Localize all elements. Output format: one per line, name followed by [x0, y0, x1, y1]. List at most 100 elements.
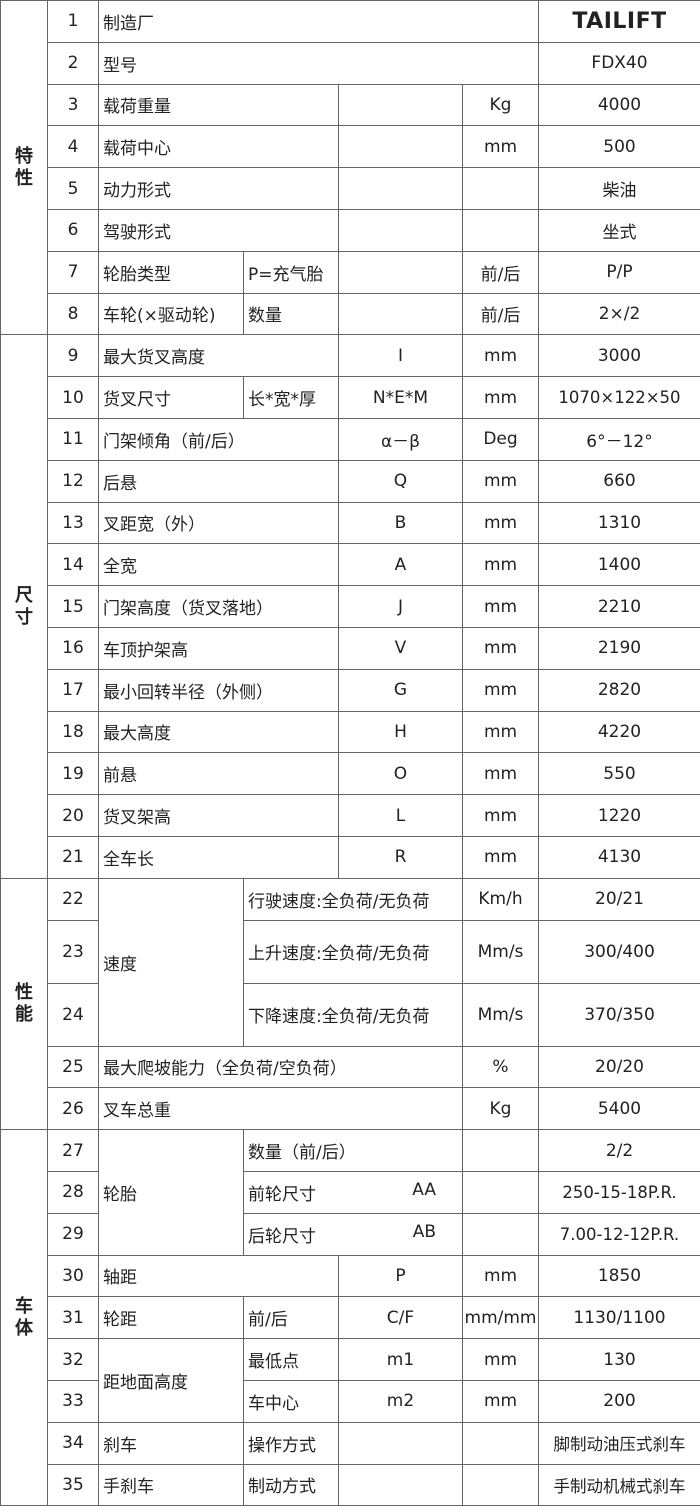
cell [463, 1171, 539, 1213]
cell: mm [463, 627, 539, 669]
cell: Mm/s [463, 920, 539, 983]
cell: 24 [48, 983, 99, 1046]
group-label: 尺寸 [14, 585, 34, 629]
cell: 3 [48, 84, 99, 126]
cell: mm [463, 836, 539, 878]
cell: P [339, 1255, 463, 1297]
cell: J [339, 586, 463, 628]
cell: 操作方式 [244, 1422, 339, 1464]
cell: mm [463, 1339, 539, 1381]
cell: 370/350 [539, 983, 700, 1046]
cell: 前/后 [244, 1297, 339, 1339]
cell: 载荷重量 [99, 84, 339, 126]
cell: mm [463, 460, 539, 502]
cell: 2190 [539, 627, 700, 669]
cell: 250-15-18P.R. [539, 1171, 700, 1213]
cell: 17 [48, 669, 99, 711]
cell: 6 [48, 209, 99, 251]
cell-text: 后轮尺寸 [248, 1222, 316, 1247]
cell: 5400 [539, 1088, 700, 1130]
cell: 18 [48, 711, 99, 753]
cell: P/P [539, 251, 700, 293]
cell-text: AB [413, 1222, 436, 1247]
cell: 34 [48, 1422, 99, 1464]
cell: mm [463, 126, 539, 168]
cell [463, 1213, 539, 1255]
cell: 660 [539, 460, 700, 502]
cell: Q [339, 460, 463, 502]
cell: 轴距 [99, 1255, 339, 1297]
group-cell: 性能 [1, 878, 48, 1129]
cell: mm [463, 502, 539, 544]
cell: Kg [463, 1088, 539, 1130]
cell: 30 [48, 1255, 99, 1297]
cell: 13 [48, 502, 99, 544]
cell [339, 126, 463, 168]
cell: N*E*M [339, 377, 463, 419]
cell: 后悬 [99, 460, 339, 502]
cell: 速度 [99, 878, 244, 1046]
cell: 200 [539, 1380, 700, 1422]
cell: 12 [48, 460, 99, 502]
cell: 3000 [539, 335, 700, 377]
cell: 刹车 [99, 1422, 244, 1464]
cell: 前/后 [463, 251, 539, 293]
cell: 2820 [539, 669, 700, 711]
cell: TAILIFT [539, 1, 700, 43]
cell: 27 [48, 1130, 99, 1172]
cell: 31 [48, 1297, 99, 1339]
group-label: 特性 [14, 146, 34, 190]
cell: V [339, 627, 463, 669]
cell: 25 [48, 1046, 99, 1088]
cell [339, 1422, 463, 1464]
cell: 门架高度（货叉落地） [99, 586, 339, 628]
cell: 19 [48, 753, 99, 795]
cell: 2×/2 [539, 293, 700, 335]
cell: mm [463, 586, 539, 628]
cell: B [339, 502, 463, 544]
group-cell: 尺寸 [1, 335, 48, 878]
cell [463, 168, 539, 210]
cell [463, 1422, 539, 1464]
cell: A [339, 544, 463, 586]
cell: 550 [539, 753, 700, 795]
cell: 11 [48, 418, 99, 460]
cell: 载荷中心 [99, 126, 339, 168]
cell: Deg [463, 418, 539, 460]
cell-text: AA [412, 1180, 436, 1205]
cell: 数量（前/后） [244, 1130, 463, 1172]
cell: 前悬 [99, 753, 339, 795]
group-label: 车体 [14, 1296, 34, 1340]
cell: 20/21 [539, 878, 700, 920]
cell: mm/mm [463, 1297, 539, 1339]
cell: 130 [539, 1339, 700, 1381]
group-cell: 车体 [1, 1130, 48, 1506]
cell: 8 [48, 293, 99, 335]
cell: 制造厂 [99, 1, 539, 43]
cell: Kg [463, 84, 539, 126]
cell: mm [463, 711, 539, 753]
cell: 500 [539, 126, 700, 168]
cell: 后轮尺寸 AB [244, 1213, 463, 1255]
cell: 车中心 [244, 1380, 339, 1422]
cell: mm [463, 377, 539, 419]
cell: 长*宽*厚 [244, 377, 339, 419]
cell: % [463, 1046, 539, 1088]
cell: FDX40 [539, 42, 700, 84]
